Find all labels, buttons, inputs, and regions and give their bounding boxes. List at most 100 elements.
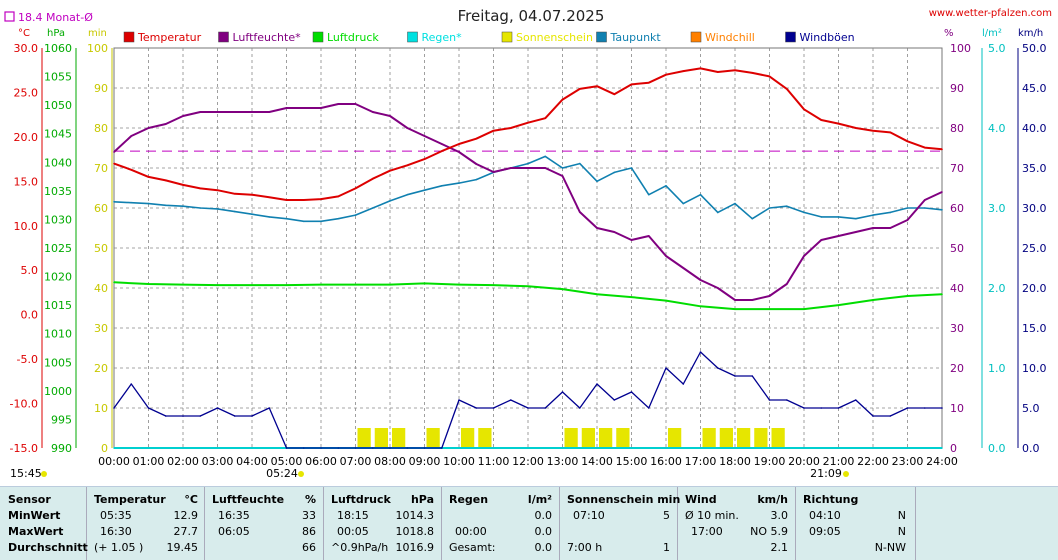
dewpoint-line-point (734, 202, 736, 205)
temperature-line-point (475, 137, 478, 140)
temperature-line-point (613, 93, 616, 96)
time-tick-label: 06:00 (305, 455, 337, 468)
stat-dir-max-val: N (897, 525, 906, 538)
wind-gust-line-point (354, 447, 357, 449)
stat-temp-min-time: 05:35 (100, 509, 132, 522)
stat-press-max-val: 1018.8 (395, 525, 435, 538)
humidity-line-point (906, 219, 909, 221)
temperature-line-point (837, 122, 840, 125)
dewpoint-line-point (354, 214, 357, 216)
stat-dir-min-time: 04:10 (809, 509, 841, 522)
wind-gust-line-point (182, 415, 184, 417)
wind-gust-line-point (509, 399, 512, 401)
stat-temp-header: Temperatur (94, 493, 166, 506)
dewpoint-line-point (647, 193, 650, 196)
press-tick-label: 990 (51, 442, 72, 455)
rain-tick-label: 5.0 (988, 42, 1006, 55)
time-tick-label: 12:00 (512, 455, 544, 468)
humidity-line-point (820, 239, 823, 241)
temperature-line-point (647, 81, 650, 84)
humidity-line-point (423, 135, 426, 137)
rain-line-point (113, 447, 115, 449)
pressure-line-point (941, 293, 943, 296)
stat-hum-unit: % (304, 493, 316, 506)
pressure-line-point (665, 299, 667, 302)
hum-tick-label: 60 (950, 202, 964, 215)
temperature-line-point (216, 189, 219, 192)
time-tick-label: 24:00 (926, 455, 958, 468)
dewpoint-line-point (251, 213, 253, 216)
dewpoint-line-point (768, 207, 771, 209)
sunrise-marker (298, 471, 304, 477)
sunshine-bar (616, 428, 630, 448)
pressure-line-point (182, 283, 184, 286)
dewpoint-line-point (320, 220, 322, 223)
dewpoint-line-point (837, 216, 840, 218)
dewpoint-line-point (268, 216, 271, 218)
time-tick-label: 23:00 (892, 455, 924, 468)
wind-gust-line-point (561, 391, 564, 393)
humidity-line-point (716, 287, 719, 289)
sunset-marker (843, 471, 849, 477)
stat-dir-header: Richtung (803, 493, 859, 506)
time-tick-label: 11:00 (478, 455, 510, 468)
pressure-line-point (251, 284, 253, 286)
wind-gust-line-point (440, 447, 443, 449)
wind-gust-line-point (596, 383, 598, 385)
hum-tick-label: 100 (950, 42, 971, 55)
humidity-line-point (268, 111, 271, 113)
humidity-line-point (389, 115, 391, 117)
legend-swatch (123, 31, 135, 43)
temp-tick-label: 0.0 (21, 309, 39, 322)
stats-col-temp (86, 487, 205, 560)
pressure-line-point (320, 283, 322, 286)
press-tick-label: 1045 (44, 128, 72, 141)
legend-swatch (690, 31, 702, 43)
temperature-line-point (440, 150, 443, 152)
humidity-line-point (509, 167, 512, 169)
temperature-line-point (578, 88, 581, 90)
timestamp-sun-marker (41, 471, 47, 477)
humidity-line-point (837, 235, 840, 237)
stat-sun-avg-note: 7:00 h (567, 541, 603, 554)
humidity-line-point (596, 227, 598, 229)
pressure-line-point (216, 284, 219, 286)
temperature-line-point (354, 187, 357, 190)
hum-tick-label: 90 (950, 82, 964, 95)
pressure-line-point (389, 283, 391, 286)
stat-hum-max-val: 86 (302, 525, 316, 538)
legend-label: Luftfeuchte* (233, 31, 302, 44)
temperature-line-point (716, 71, 719, 73)
sunshine-bar (426, 428, 440, 448)
stats-col-dir (795, 487, 916, 560)
site-link[interactable]: www.wetter-pfalzen.com (929, 8, 1052, 19)
wind-tick-label: 5.0 (1022, 402, 1040, 415)
wind-tick-label: 25.0 (1022, 242, 1047, 255)
time-tick-label: 22:00 (857, 455, 889, 468)
temperature-line-point (320, 198, 322, 200)
time-tick-label: 10:00 (443, 455, 475, 468)
legend-swatch (596, 31, 607, 43)
wind-gust-line-point (941, 407, 943, 409)
temperature-line-point (785, 88, 788, 90)
stat-press-avg-note: ^0.9hPa/h (331, 541, 389, 554)
humidity-line-point (768, 295, 771, 297)
stats-col-hum (204, 487, 324, 560)
stat-rain-avg-note: Gesamt: (449, 541, 496, 554)
press-tick-label: 1000 (44, 385, 72, 398)
plot-area (113, 67, 943, 449)
humidity-line-point (233, 111, 236, 113)
time-tick-label: 16:00 (650, 455, 682, 468)
dewpoint-line-point (182, 205, 184, 208)
stat-sun-min-val: 5 (663, 509, 670, 522)
dewpoint-line-point (371, 207, 374, 209)
wind-gust-line-point (147, 407, 150, 409)
monthly-avg-swatch (4, 11, 15, 22)
timestamp: 15:45 (10, 467, 42, 480)
sunshine-bar (374, 428, 388, 448)
wind-gust-line-point (199, 415, 202, 417)
wind-tick-label: 40.0 (1022, 122, 1047, 135)
dewpoint-line-point (337, 217, 340, 220)
dewpoint-line-point (130, 201, 133, 204)
temperature-line-point (406, 164, 409, 167)
